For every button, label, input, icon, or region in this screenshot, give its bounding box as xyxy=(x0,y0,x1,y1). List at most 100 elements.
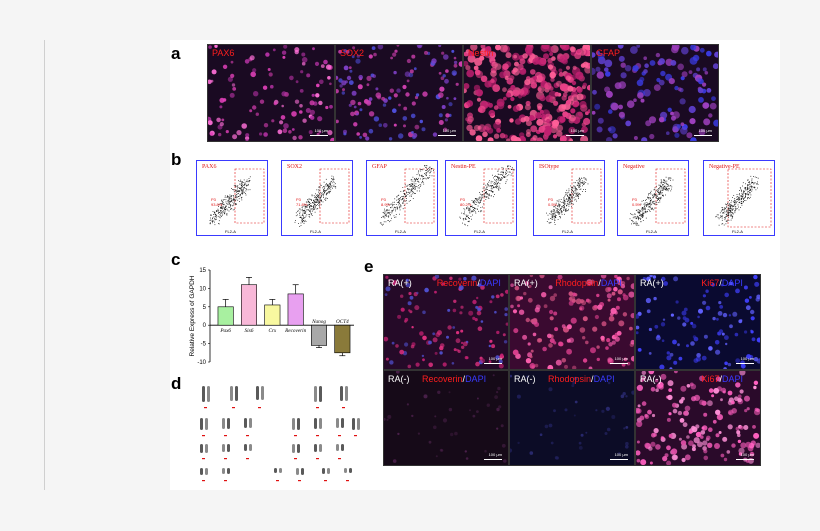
chromosome xyxy=(202,386,205,402)
chromosome xyxy=(249,444,252,451)
cells-e6 xyxy=(636,371,760,465)
micrograph-label: RA(-) Ki67/DAPI xyxy=(640,374,744,384)
chromosome-number-mark xyxy=(324,480,327,482)
scale-bar: 100 μm xyxy=(736,356,754,364)
chromosome-number-mark xyxy=(204,407,207,409)
micrograph-label: SOX2 xyxy=(340,48,365,58)
chromosome xyxy=(222,468,225,474)
flow-scatter xyxy=(715,168,772,228)
chromosome xyxy=(319,444,322,452)
micrograph-pax6: PAX6 100 μm xyxy=(207,44,335,142)
chromosome xyxy=(319,418,322,429)
micrograph-label: Nestin xyxy=(468,48,494,58)
micrograph-e2: RA(+) Rhodopsin/DAPI 100 μm xyxy=(509,274,635,370)
chromosome xyxy=(341,444,344,451)
micrograph-label: RA(-) Rhodopsin/DAPI xyxy=(514,374,615,384)
chromosome xyxy=(235,386,238,401)
panel-label-c: c xyxy=(171,250,181,269)
micrograph-sox2: SOX2 100 μm xyxy=(335,44,463,142)
flow-scatter xyxy=(459,165,515,227)
chromosome xyxy=(244,418,247,428)
chromosome xyxy=(301,468,304,475)
y-tick-label: -10 xyxy=(197,360,206,366)
y-tick-label: 15 xyxy=(199,268,206,274)
chromosome xyxy=(249,418,252,428)
bar-pax6 xyxy=(217,306,234,326)
x-axis-label: FL2-A xyxy=(732,229,743,234)
chromosome xyxy=(322,468,325,474)
category-label: OCT4 xyxy=(336,318,349,325)
micrograph-e4: RA(-) Recoverin/DAPI 100 μm xyxy=(383,370,509,466)
chromosome-number-mark xyxy=(276,480,279,482)
chromosome xyxy=(230,386,233,401)
x-axis-label: FL2-A xyxy=(225,229,236,234)
chromosome xyxy=(341,418,344,428)
flow-plot-title: ISOtype xyxy=(539,164,559,170)
gate-outline xyxy=(727,168,772,228)
chromosome xyxy=(314,386,317,402)
gate-outline xyxy=(234,168,265,224)
flow-scatter xyxy=(379,165,435,226)
micrograph-e3: RA(+) Ki67/DAPI 100 μm xyxy=(635,274,761,370)
micrograph-nestin: Nestin 100 μm xyxy=(463,44,591,142)
panel-label-a: a xyxy=(171,44,181,63)
gate-percentage: P3 0.5% xyxy=(548,197,558,207)
chromosome xyxy=(340,386,343,401)
y-tick-label: 5 xyxy=(203,305,207,311)
chromosome-number-mark xyxy=(246,435,249,437)
scale-bar: 100 μm xyxy=(310,128,328,136)
gate-percentage: P3 8.9% xyxy=(381,197,391,207)
chromosome xyxy=(261,386,264,400)
chromosome xyxy=(227,418,230,429)
micrograph-label: RA(-) Recoverin/DAPI xyxy=(388,374,487,384)
scale-bar: 100 μm xyxy=(610,356,628,364)
chromosome xyxy=(205,444,208,453)
panel-label-b: b xyxy=(171,150,182,169)
gate-outline xyxy=(319,168,350,224)
chromosome xyxy=(292,418,295,430)
y-tick-label: -5 xyxy=(201,342,207,348)
chromosome xyxy=(200,444,203,453)
chromosome-number-mark xyxy=(258,407,261,409)
scale-bar: 100 μm xyxy=(610,452,628,460)
chromosome-number-mark xyxy=(316,407,319,409)
karyotype-image xyxy=(200,386,360,482)
x-axis-label: FL2-A xyxy=(474,229,485,234)
gate-percentage: P3 80.2% xyxy=(460,197,472,207)
cells-e2 xyxy=(510,275,634,369)
chromosome xyxy=(227,468,230,474)
category-label: Six6 xyxy=(245,328,254,334)
x-axis-label: FL2-A xyxy=(646,229,657,234)
chromosome xyxy=(297,418,300,430)
micrograph-label: GFAP xyxy=(596,48,621,58)
chromosome-number-mark xyxy=(298,480,301,482)
gate-outline xyxy=(655,168,686,224)
flow-plot-title: GFAP xyxy=(372,164,387,170)
bar-nanog xyxy=(311,324,328,346)
micrograph-label: PAX6 xyxy=(212,48,235,58)
chromosome xyxy=(314,418,317,429)
cells-nestin xyxy=(464,45,590,141)
chromosome xyxy=(279,468,282,473)
bar-recoverin xyxy=(287,293,304,326)
micrograph-e1: RA(+) Recoverin/DAPI 100 μm xyxy=(383,274,509,370)
chromosome-number-mark xyxy=(202,480,205,482)
scale-bar: 100 μm xyxy=(736,452,754,460)
chromosome xyxy=(256,386,259,400)
chromosome-number-mark xyxy=(224,480,227,482)
gate-percentage: P3 93.8% xyxy=(211,197,223,207)
chromosome xyxy=(327,468,330,474)
cells-e3 xyxy=(636,275,760,369)
cells-gfap xyxy=(592,45,718,141)
chromosome-number-mark xyxy=(202,435,205,437)
chromosome xyxy=(200,418,203,430)
scale-bar: 100 μm xyxy=(484,356,502,364)
chromosome xyxy=(314,444,317,452)
cells-e5 xyxy=(510,374,634,460)
chromosome-number-mark xyxy=(338,458,341,460)
gate-outline xyxy=(483,168,514,224)
chromosome xyxy=(244,444,247,451)
